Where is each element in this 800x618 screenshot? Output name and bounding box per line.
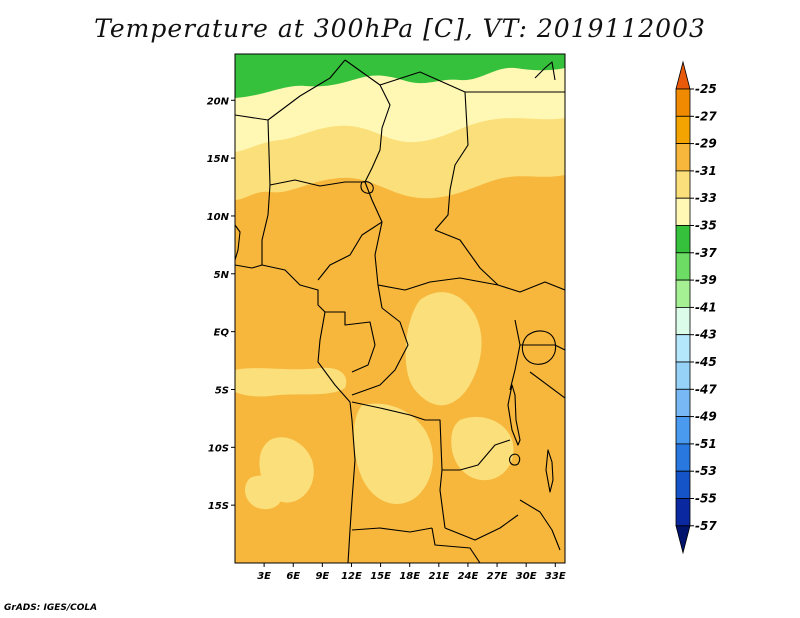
lake-victoria — [521, 330, 557, 365]
lon-tick-label: 24E — [458, 571, 479, 582]
field-patch-southeast — [451, 416, 514, 481]
lon-tick-label: 18E — [399, 571, 420, 582]
field-patch-south-1 — [353, 403, 433, 505]
lat-tick-label: 10N — [207, 212, 230, 223]
border-ssudan-ethiopia — [497, 281, 565, 293]
lake-mweru — [509, 453, 521, 466]
border-car-drc — [377, 277, 499, 291]
border-nigeria-benin — [261, 184, 271, 265]
colorbar-segment — [675, 334, 691, 363]
field-patch-south-2 — [244, 475, 283, 510]
colorbar-label: -31 — [695, 164, 717, 178]
colorbar-segment — [675, 416, 691, 445]
lon-tick-label: 21E — [428, 571, 449, 582]
lat-tick-label: 10S — [208, 443, 229, 454]
lon-tick-label: 12E — [341, 571, 362, 582]
field-patch-west-strip — [235, 367, 347, 397]
colorbar-label: -35 — [695, 219, 717, 233]
border-nigeria-cameroon — [317, 181, 383, 281]
colorbar-segment — [675, 115, 691, 145]
border-namibia-botswana — [431, 527, 481, 563]
lat-tick-label: 20N — [207, 96, 230, 107]
red-sea-coast — [534, 61, 556, 81]
lon-tick-label: 9E — [315, 571, 329, 582]
colorbar-bottom-arrow — [675, 525, 691, 555]
lon-tick-label: 27E — [487, 571, 508, 582]
lon-tick-label: 6E — [286, 571, 300, 582]
border-angola-namibia — [351, 527, 433, 533]
colorbar-segment — [675, 170, 691, 199]
colorbar-segment — [675, 388, 691, 417]
border-drc-uganda — [509, 319, 521, 391]
colorbar-label: -33 — [695, 191, 717, 205]
lat-tick-label: 15S — [208, 501, 229, 512]
map-title: Temperature at 300hPa [C], VT: 201911200… — [94, 14, 706, 43]
lake-tanganyika — [507, 384, 521, 446]
colorbar-label: -41 — [695, 300, 717, 314]
colorbar-label: -25 — [695, 82, 717, 96]
border-congo-drc — [351, 307, 409, 396]
field-green-cap — [235, 54, 565, 98]
colorbar-segment — [675, 498, 691, 527]
colorbar-label: -27 — [695, 109, 717, 123]
border-zambia-drc — [459, 439, 511, 471]
colorbar-segment — [675, 225, 691, 254]
colorbar-label: -37 — [695, 246, 717, 260]
colorbar: -25 -27 -29 -31 -33 -35 -37 -39 -41 -43 -45 -47 -49 -… — [675, 60, 717, 555]
latitude-axis: 20N 15N 10N 5N EQ 5S 10S 15S — [207, 96, 235, 512]
colorbar-label: -51 — [695, 437, 717, 451]
field-patch-central — [405, 292, 482, 406]
colorbar-label: -55 — [695, 492, 717, 506]
border-car-sudan — [434, 229, 499, 286]
colorbar-label: -47 — [695, 382, 717, 396]
colorbar-segment — [675, 279, 691, 308]
border-chad-sudan — [434, 91, 469, 231]
colorbar-segment — [675, 88, 691, 117]
lake-malawi — [545, 449, 554, 493]
colorbar-label: -29 — [695, 137, 717, 151]
coast-west-africa — [235, 264, 356, 563]
colorbar-label: -53 — [695, 464, 717, 478]
map-frame — [234, 53, 566, 564]
colorbar-label: -39 — [695, 273, 717, 287]
colorbar-top-arrow — [675, 60, 691, 90]
border-zambia-zimbabwe — [444, 514, 519, 541]
border-niger-nigeria — [269, 179, 365, 187]
border-angola-zambia — [439, 469, 446, 529]
lake-chad — [360, 181, 374, 194]
colorbar-label: -49 — [695, 410, 717, 424]
border-cameroon-car — [374, 221, 383, 309]
colorbar-label: -45 — [695, 355, 717, 369]
colorbar-segment — [675, 470, 691, 499]
colorbar-segment — [675, 306, 691, 336]
lon-tick-label: 15E — [370, 571, 391, 582]
colorbar-segment — [675, 443, 691, 472]
border-gabon-congo — [325, 311, 376, 373]
lat-tick-label: EQ — [214, 328, 230, 339]
colorbar-segment — [675, 197, 691, 226]
country-borders — [235, 59, 565, 563]
colorbar-segment — [675, 252, 691, 281]
lat-tick-label: 5S — [215, 385, 229, 396]
lat-tick-label: 15N — [207, 154, 230, 165]
longitude-axis: 3E 6E 9E 12E 15E 18E 21E 24E 27E 30E 33E — [257, 563, 566, 582]
colorbar-segment — [675, 143, 691, 172]
grads-credit: GrADS: IGES/COLA — [4, 603, 98, 613]
border-niger-mali — [235, 114, 271, 186]
border-libya-chad-east — [379, 71, 466, 93]
border-mozambique — [519, 499, 561, 551]
lon-tick-label: 33E — [545, 571, 566, 582]
temperature-field — [235, 54, 565, 563]
colorbar-label: -43 — [695, 328, 717, 342]
lon-tick-label: 3E — [257, 571, 271, 582]
colorbar-label: -57 — [695, 519, 717, 533]
lat-tick-label: 5N — [214, 270, 230, 281]
lon-tick-label: 30E — [516, 571, 537, 582]
border-kenya-tanzania — [529, 371, 565, 399]
border-niger-algeria — [267, 59, 346, 121]
colorbar-segment — [675, 361, 691, 390]
coast-gulf-guinea-west — [235, 224, 241, 261]
